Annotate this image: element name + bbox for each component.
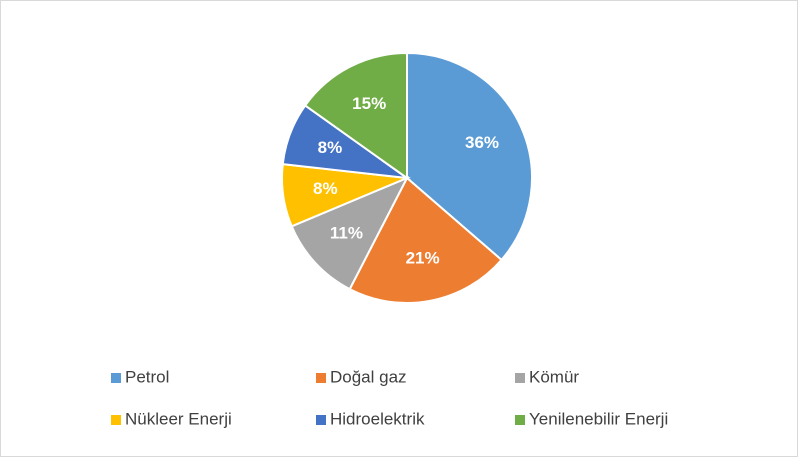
- data-label: 8%: [313, 179, 338, 198]
- pie-slice: [290, 176, 410, 291]
- legend-label: Hidroelektrik: [330, 409, 425, 428]
- data-label: 21%: [406, 248, 440, 267]
- pie-slice: [303, 51, 408, 180]
- legend-label: Doğal gaz: [330, 367, 407, 386]
- pie-slice: [348, 176, 503, 304]
- legend-label: Kömür: [529, 367, 579, 386]
- data-label: 36%: [465, 133, 499, 152]
- legend-swatch: [515, 373, 525, 383]
- data-label: 15%: [352, 94, 386, 113]
- legend-label: Nükleer Enerji: [125, 409, 232, 428]
- legend-swatch: [316, 415, 326, 425]
- data-label: 8%: [318, 138, 343, 157]
- legend-swatch: [111, 415, 121, 425]
- legend-swatch: [111, 373, 121, 383]
- legend-label: Yenilenebilir Enerji: [529, 409, 668, 428]
- data-label: 11%: [330, 223, 363, 242]
- legend-swatch: [515, 415, 525, 425]
- pie-slice: [406, 51, 533, 262]
- legend-label: Petrol: [125, 367, 169, 386]
- legend-swatch: [316, 373, 326, 383]
